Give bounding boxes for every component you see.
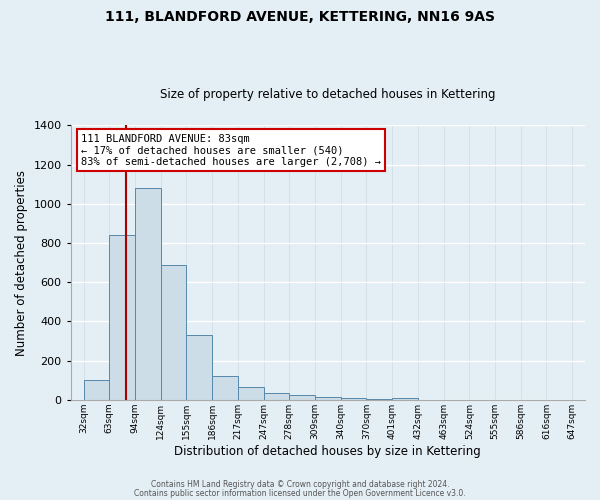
Bar xyxy=(212,376,238,400)
Bar xyxy=(315,397,341,400)
Bar xyxy=(187,335,212,400)
Text: Contains public sector information licensed under the Open Government Licence v3: Contains public sector information licen… xyxy=(134,488,466,498)
Bar xyxy=(83,380,109,400)
Bar xyxy=(367,399,392,400)
Text: Contains HM Land Registry data © Crown copyright and database right 2024.: Contains HM Land Registry data © Crown c… xyxy=(151,480,449,489)
Text: 111 BLANDFORD AVENUE: 83sqm
← 17% of detached houses are smaller (540)
83% of se: 111 BLANDFORD AVENUE: 83sqm ← 17% of det… xyxy=(81,134,381,167)
Bar xyxy=(238,387,263,400)
Bar xyxy=(289,395,315,400)
Bar xyxy=(392,398,418,400)
Title: Size of property relative to detached houses in Kettering: Size of property relative to detached ho… xyxy=(160,88,496,101)
X-axis label: Distribution of detached houses by size in Kettering: Distribution of detached houses by size … xyxy=(175,444,481,458)
Bar xyxy=(341,398,367,400)
Text: 111, BLANDFORD AVENUE, KETTERING, NN16 9AS: 111, BLANDFORD AVENUE, KETTERING, NN16 9… xyxy=(105,10,495,24)
Bar xyxy=(135,188,161,400)
Y-axis label: Number of detached properties: Number of detached properties xyxy=(15,170,28,356)
Bar xyxy=(263,393,289,400)
Bar xyxy=(109,235,135,400)
Bar xyxy=(161,264,187,400)
